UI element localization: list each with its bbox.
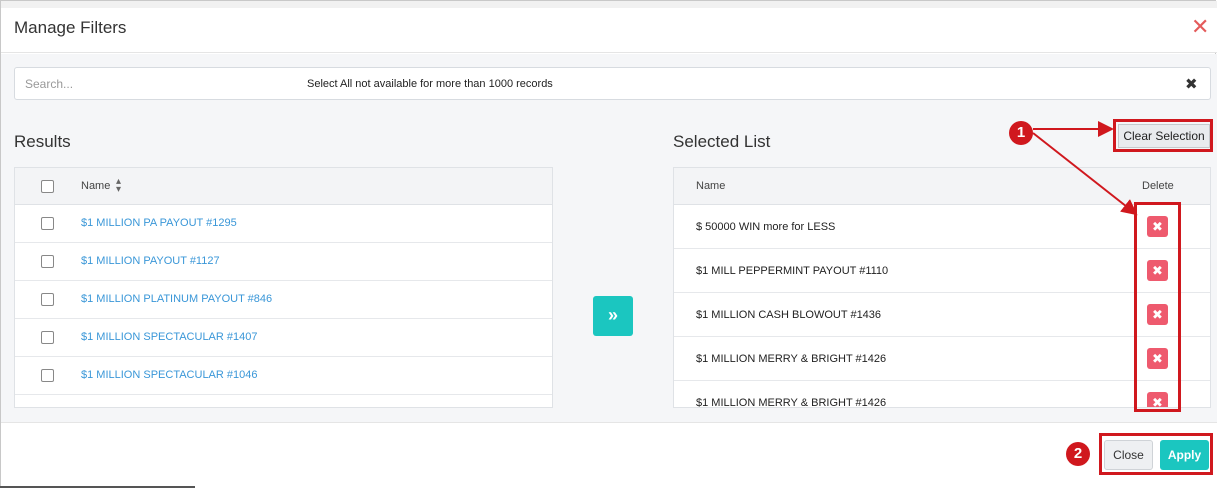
results-row[interactable]: $1 MILLION SPECTACULAR #1046 bbox=[15, 357, 552, 395]
bottom-strip bbox=[0, 486, 195, 488]
selected-header: Name Delete bbox=[674, 168, 1210, 205]
delete-icon[interactable]: ✖ bbox=[1147, 260, 1168, 281]
results-row-partial[interactable] bbox=[15, 395, 552, 408]
results-row[interactable]: $1 MILLION SPECTACULAR #1407 bbox=[15, 319, 552, 357]
delete-icon[interactable]: ✖ bbox=[1147, 348, 1168, 369]
selected-row: $1 MILL PEPPERMINT PAYOUT #1110 ✖ bbox=[674, 249, 1210, 293]
result-name-link[interactable]: $1 MILLION SPECTACULAR #1046 bbox=[81, 369, 258, 381]
name-column-header[interactable]: Name bbox=[81, 180, 111, 192]
annotation-marker-1: 1 bbox=[1009, 121, 1033, 145]
selected-name-column-header: Name bbox=[696, 180, 726, 192]
delete-column-header: Delete bbox=[1142, 180, 1174, 192]
result-name-link[interactable]: $1 MILLION PA PAYOUT #1295 bbox=[81, 217, 237, 229]
selected-item-name: $ 50000 WIN more for LESS bbox=[696, 221, 836, 233]
selected-row: $1 MILLION MERRY & BRIGHT #1426 ✖ bbox=[674, 381, 1210, 408]
selected-panel: Name Delete $ 50000 WIN more for LESS ✖ $1… bbox=[673, 167, 1211, 408]
close-button[interactable]: Close bbox=[1104, 440, 1153, 470]
result-name-link[interactable]: $1 MILLION PAYOUT #1127 bbox=[81, 255, 220, 267]
results-row[interactable]: $1 MILLION PA PAYOUT #1295 bbox=[15, 205, 552, 243]
annotation-marker-2: 2 bbox=[1066, 442, 1090, 466]
selected-item-name: $1 MILL PEPPERMINT PAYOUT #1110 bbox=[696, 265, 889, 277]
row-checkbox[interactable] bbox=[41, 331, 54, 344]
row-checkbox[interactable] bbox=[41, 217, 54, 230]
apply-button[interactable]: Apply bbox=[1160, 440, 1209, 470]
selected-row: $1 MILLION CASH BLOWOUT #1436 ✖ bbox=[674, 293, 1210, 337]
clear-search-icon[interactable]: ✖ bbox=[1185, 76, 1198, 93]
search-input[interactable] bbox=[23, 68, 1173, 99]
add-to-selected-button[interactable]: » bbox=[593, 296, 633, 336]
row-checkbox[interactable] bbox=[41, 255, 54, 268]
close-icon[interactable]: ✕ bbox=[1191, 14, 1210, 39]
selected-row: $ 50000 WIN more for LESS ✖ bbox=[674, 205, 1210, 249]
select-all-note: Select All not available for more than 1… bbox=[307, 78, 553, 90]
selected-row: $1 MILLION MERRY & BRIGHT #1426 ✖ bbox=[674, 337, 1210, 381]
modal-footer bbox=[1, 422, 1217, 487]
results-title: Results bbox=[14, 132, 71, 151]
double-chevron-right-icon: » bbox=[607, 305, 618, 325]
modal-header: Manage Filters ✕ bbox=[1, 8, 1217, 53]
results-panel: Name ▴ ▾ $1 MILLION PA PAYOUT #1295 $1 MIL… bbox=[14, 167, 553, 408]
search-box: ✖ bbox=[14, 67, 1211, 100]
selected-item-name: $1 MILLION CASH BLOWOUT #1436 bbox=[696, 309, 882, 321]
select-all-checkbox[interactable] bbox=[41, 180, 54, 193]
results-row[interactable]: $1 MILLION PLATINUM PAYOUT #846 bbox=[15, 281, 552, 319]
selected-item-name: $1 MILLION MERRY & BRIGHT #1426 bbox=[696, 397, 887, 408]
row-checkbox[interactable] bbox=[41, 407, 54, 408]
result-name-link[interactable]: $1 MILLION PLATINUM PAYOUT #846 bbox=[81, 293, 273, 305]
modal-title: Manage Filters bbox=[14, 18, 127, 37]
selected-item-name: $1 MILLION MERRY & BRIGHT #1426 bbox=[696, 353, 887, 365]
clear-selection-button[interactable]: Clear Selection bbox=[1118, 124, 1210, 148]
delete-icon[interactable]: ✖ bbox=[1147, 392, 1168, 407]
sort-icon[interactable]: ▴ ▾ bbox=[116, 176, 122, 195]
selected-list-title: Selected List bbox=[673, 132, 771, 151]
row-checkbox[interactable] bbox=[41, 293, 54, 306]
delete-icon[interactable]: ✖ bbox=[1147, 216, 1168, 237]
results-header: Name ▴ ▾ bbox=[15, 168, 552, 205]
result-name-link[interactable]: $1 MILLION SPECTACULAR #1407 bbox=[81, 331, 258, 343]
results-row[interactable]: $1 MILLION PAYOUT #1127 bbox=[15, 243, 552, 281]
top-strip bbox=[1, 1, 1217, 8]
row-checkbox[interactable] bbox=[41, 369, 54, 382]
delete-icon[interactable]: ✖ bbox=[1147, 304, 1168, 325]
